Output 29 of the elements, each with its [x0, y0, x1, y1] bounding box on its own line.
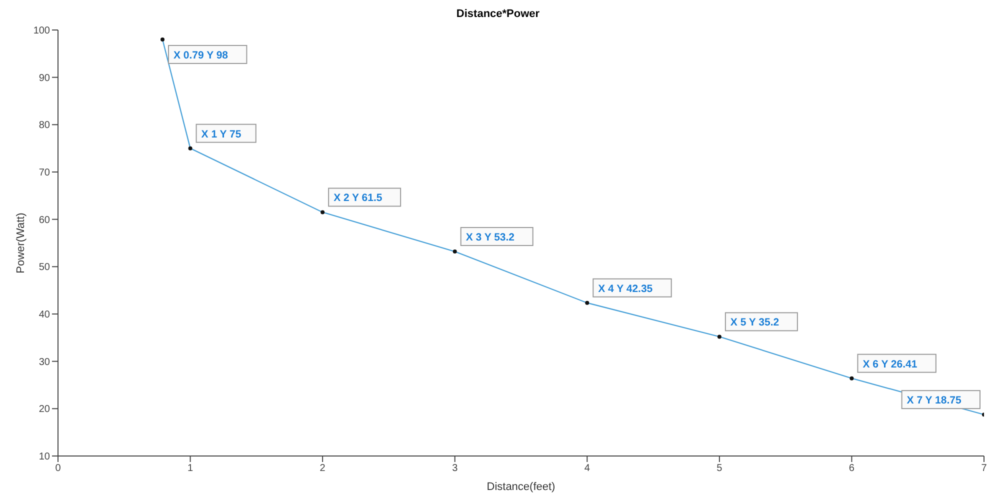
annotation: X 3 Y 53.2 — [466, 232, 515, 244]
annotation: X 5 Y 35.2 — [730, 316, 780, 329]
x-tick-label: 2 — [320, 463, 326, 474]
x-tick-label: 1 — [188, 463, 194, 474]
y-tick-label: 10 — [38, 452, 50, 463]
chart-title: Distance*Power — [455, 8, 541, 22]
x-tick-label: 4 — [584, 463, 590, 474]
x-tick-label: 7 — [981, 463, 988, 474]
y-tick-label: 40 — [38, 310, 50, 321]
annotation: X 1 Y 75 — [201, 128, 242, 140]
annotation: X 2 Y 61.5 — [334, 192, 382, 204]
x-tick-label: 3 — [452, 463, 458, 474]
y-tick-label: 90 — [38, 72, 50, 84]
y-tick-label: 70 — [38, 168, 50, 179]
y-tick-label: 80 — [38, 120, 50, 132]
annotation: X 7 Y 18.75 — [906, 394, 962, 407]
x-axis-title: Distance(feet) — [486, 481, 556, 493]
x-tick-label: 5 — [716, 463, 723, 474]
y-tick-label: 50 — [38, 262, 50, 274]
annotation: X 6 Y 26.41 — [862, 358, 918, 370]
y-tick-label: 20 — [38, 404, 50, 416]
y-tick-label: 100 — [33, 26, 50, 37]
x-tick-label: 0 — [55, 463, 62, 474]
annotation: X 0.79 Y 98 — [174, 49, 228, 62]
annotation: X 4 Y 42.35 — [598, 282, 653, 295]
x-tick-label: 6 — [848, 463, 855, 474]
y-axis-title: Power(Watt) — [14, 212, 27, 274]
y-tick-label: 30 — [38, 356, 50, 368]
y-tick-label: 60 — [38, 214, 50, 226]
